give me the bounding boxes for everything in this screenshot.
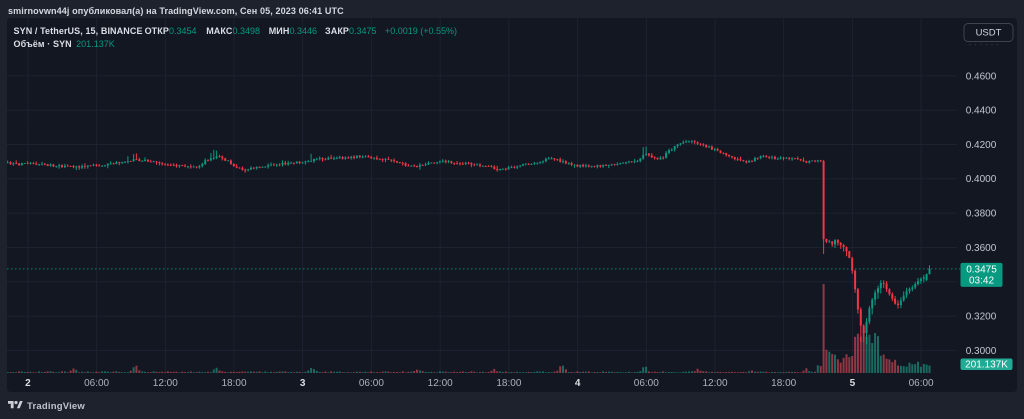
svg-text:06:00: 06:00 (359, 378, 384, 389)
svg-text:18:00: 18:00 (496, 378, 521, 389)
svg-text:3: 3 (300, 378, 306, 389)
svg-text:4: 4 (575, 378, 581, 389)
svg-text:5: 5 (850, 378, 856, 389)
svg-text:2: 2 (25, 378, 31, 389)
svg-text:0.4000: 0.4000 (966, 174, 997, 185)
svg-text:0.3800: 0.3800 (966, 209, 997, 220)
svg-text:18:00: 18:00 (221, 378, 246, 389)
svg-text:06:00: 06:00 (909, 378, 934, 389)
svg-text:0.3475: 0.3475 (966, 264, 997, 275)
svg-text:03:42: 03:42 (969, 275, 994, 286)
svg-text:12:00: 12:00 (153, 378, 178, 389)
svg-text:0.4200: 0.4200 (966, 140, 997, 151)
svg-text:0.3200: 0.3200 (966, 312, 997, 323)
svg-text:12:00: 12:00 (702, 378, 727, 389)
svg-text:0.4400: 0.4400 (966, 106, 997, 117)
svg-text:201.137K: 201.137K (965, 360, 1008, 371)
svg-text:12:00: 12:00 (428, 378, 453, 389)
svg-text:0.4600: 0.4600 (966, 71, 997, 82)
svg-text:0.3600: 0.3600 (966, 243, 997, 254)
svg-text:0.3000: 0.3000 (966, 346, 997, 357)
svg-text:USDT: USDT (976, 28, 1002, 39)
svg-text:06:00: 06:00 (84, 378, 109, 389)
svg-text:06:00: 06:00 (634, 378, 659, 389)
svg-text:18:00: 18:00 (771, 378, 796, 389)
